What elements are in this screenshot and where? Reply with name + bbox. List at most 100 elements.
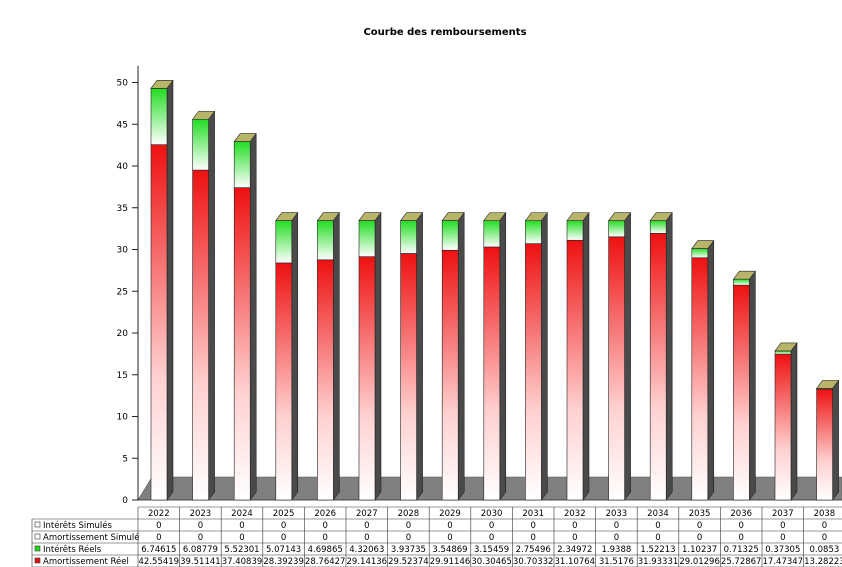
bar-side <box>582 211 590 501</box>
bar-side <box>749 270 756 501</box>
bar-amortissement-reel-2022 <box>150 144 168 501</box>
table-header-2024: 2024 <box>231 509 253 519</box>
table-cell: 29.01296 <box>679 557 720 567</box>
bar-amortissement-reel-2029 <box>441 249 459 501</box>
table-row-label: Intérêts Réels <box>43 544 102 555</box>
bar-amortissement-reel-2027 <box>358 256 376 501</box>
bar-side <box>832 379 839 501</box>
y-tick-label: 15 <box>117 371 128 381</box>
table-cell: 0 <box>697 533 702 543</box>
bar-top <box>774 342 798 352</box>
table-cell: 28.39239 <box>263 557 304 567</box>
bar-group-2027 <box>358 211 382 501</box>
table-cell: 30.70332 <box>513 557 554 567</box>
bar-interets-reels-2035 <box>691 248 709 259</box>
y-tick-label: 5 <box>122 454 128 464</box>
chart-title: Courbe des remboursements <box>363 27 526 38</box>
table-cell: 28.76427 <box>305 557 346 567</box>
bar-interets-reels-2026 <box>317 220 334 261</box>
bar-group-2035 <box>691 239 715 501</box>
y-tick-label: 10 <box>117 413 129 423</box>
table-cell: 6.74615 <box>141 545 176 555</box>
bar-top <box>192 110 216 120</box>
bar-interets-reels-2028 <box>400 220 417 254</box>
bar-amortissement-reel-2031 <box>525 243 542 501</box>
bar-side <box>416 211 423 501</box>
bar-interets-reels-2029 <box>441 220 459 251</box>
table-header-2035: 2035 <box>689 509 711 519</box>
bar-top <box>441 212 465 221</box>
table-row-label: Intérêts Simulés <box>43 520 112 531</box>
bar-group-2029 <box>441 211 465 501</box>
bar-side <box>665 211 673 501</box>
table-header-2030: 2030 <box>481 509 503 519</box>
bar-top <box>732 270 757 280</box>
bar-amortissement-reel-2036 <box>733 284 750 501</box>
table-cell: 31.5176 <box>599 557 634 567</box>
table-cell: 0 <box>614 533 619 543</box>
table-header-2028: 2028 <box>398 509 420 519</box>
bar-group-2030 <box>483 211 507 501</box>
bar-interets-reels-2025 <box>275 220 293 264</box>
table-cell: 0.71325 <box>724 545 759 555</box>
table-cell: 0.0853 <box>810 545 840 555</box>
table-row-label: Amortissement Réel <box>43 556 129 567</box>
table-header-2026: 2026 <box>314 509 336 519</box>
bar-group-2034 <box>649 211 673 501</box>
bar-amortissement-reel-2024 <box>233 187 251 501</box>
bar-group-2022 <box>150 79 174 501</box>
y-axis: 0 5 10 15 20 25 30 35 40 45 50 <box>117 65 139 506</box>
table-header-2022: 2022 <box>148 509 170 519</box>
table-header-2027: 2027 <box>356 509 378 519</box>
table-cell: 0 <box>364 521 369 531</box>
bar-amortissement-reel-2030 <box>483 246 501 501</box>
bar-interets-reels-2032 <box>566 220 584 241</box>
bar-group-2028 <box>400 211 424 501</box>
legend-swatch <box>34 545 41 552</box>
table-row-label: Amortissement Simulé <box>43 532 140 543</box>
table-cell: 29.52374 <box>388 557 429 567</box>
table-cell: 4.69865 <box>308 545 343 555</box>
table-cell: 0 <box>530 521 535 531</box>
bar-interets-reels-2023 <box>192 118 209 171</box>
table-cell: 5.07143 <box>266 545 301 555</box>
legend-swatch <box>34 521 41 528</box>
bar-amortissement-reel-2035 <box>691 257 709 501</box>
bar-top <box>815 380 840 389</box>
table-cell: 0 <box>364 533 369 543</box>
table-cell: 3.54869 <box>432 545 467 555</box>
bar-amortissement-reel-2038 <box>816 388 833 501</box>
bar-side <box>166 79 174 501</box>
table-cell: 29.14136 <box>347 557 388 567</box>
table-cell: 31.10764 <box>555 557 596 567</box>
bar-group-2031 <box>524 211 549 501</box>
legend-swatch <box>34 557 41 564</box>
legend-swatch <box>34 533 41 540</box>
bar-amortissement-reel-2025 <box>275 262 293 501</box>
y-tick-label: 40 <box>117 162 129 172</box>
bar-side <box>374 211 382 501</box>
table-cell: 0 <box>655 533 660 543</box>
table-cell: 0 <box>822 533 827 543</box>
y-tick-label: 50 <box>117 79 129 89</box>
bar-group-2033 <box>607 211 632 501</box>
bars <box>150 79 840 501</box>
table-cell: 42.55419 <box>139 557 180 567</box>
table-header-2031: 2031 <box>522 509 544 519</box>
table-cell: 0 <box>697 521 702 531</box>
bar-group-2023 <box>192 110 216 501</box>
bar-top <box>150 80 174 89</box>
table-cell: 0 <box>406 533 411 543</box>
bar-side <box>208 110 215 501</box>
table-cell: 0 <box>530 533 535 543</box>
bar-top <box>566 212 590 221</box>
table-cell: 0 <box>198 521 203 531</box>
table-header-2038: 2038 <box>814 509 836 519</box>
table-cell: 13.28223 <box>804 557 842 567</box>
bar-interets-reels-2034 <box>649 220 667 234</box>
table-header-2025: 2025 <box>273 509 295 519</box>
table-cell: 17.47347 <box>763 557 804 567</box>
table-header-2033: 2033 <box>606 509 628 519</box>
